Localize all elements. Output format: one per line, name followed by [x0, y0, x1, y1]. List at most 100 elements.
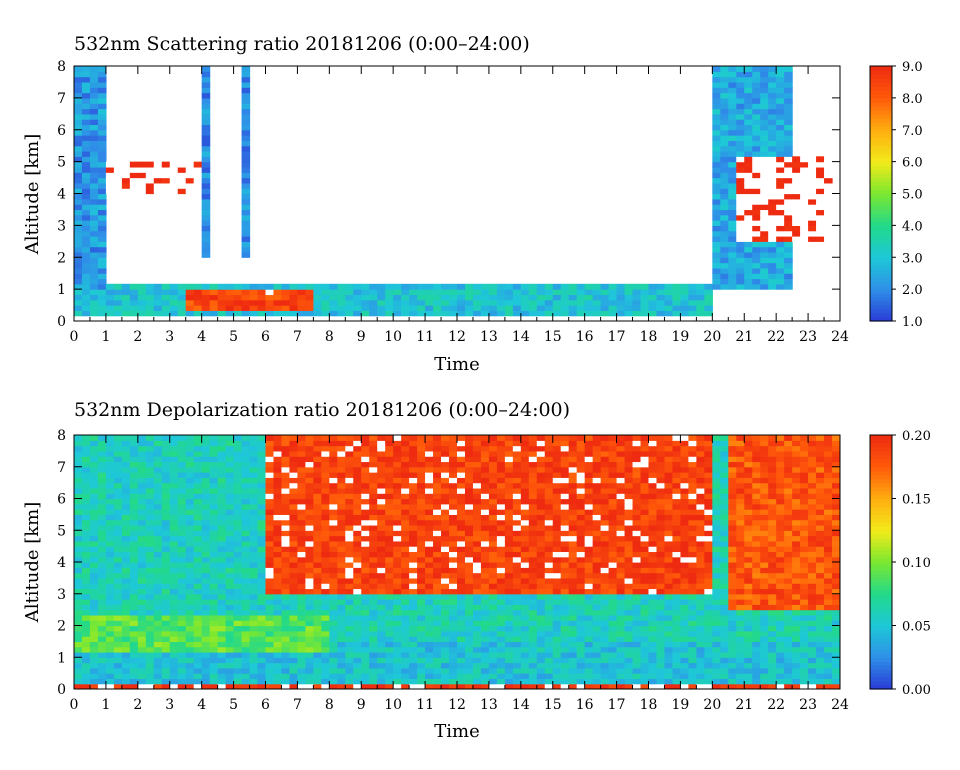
heatmap-cell	[385, 636, 394, 642]
heatmap-cell	[249, 630, 259, 637]
heatmap-cell	[89, 646, 99, 653]
heatmap-cell	[321, 599, 330, 605]
heatmap-cell	[249, 477, 259, 484]
heatmap-cell	[313, 503, 322, 510]
heatmap-cell	[321, 678, 330, 685]
heatmap-cell	[241, 567, 251, 574]
heatmap-cell	[488, 599, 498, 605]
heatmap-cell	[265, 514, 275, 521]
heatmap-cell	[409, 482, 418, 489]
heatmap-cell	[792, 161, 801, 168]
heatmap-cell	[472, 487, 482, 494]
heatmap-cell	[512, 503, 522, 510]
heatmap-cell	[488, 625, 498, 632]
heatmap-cell	[89, 435, 99, 441]
heatmap-cell	[520, 667, 530, 674]
heatmap-cell	[560, 604, 570, 611]
colorbar-swatch	[870, 173, 892, 179]
heatmap-cell	[281, 651, 291, 658]
heatmap-cell	[337, 620, 346, 627]
heatmap-cell	[305, 530, 314, 537]
heatmap-cell	[97, 87, 107, 94]
heatmap-cell	[129, 472, 139, 478]
heatmap-cell	[409, 294, 418, 301]
heatmap-cell	[433, 535, 442, 542]
heatmap-cell	[313, 477, 322, 484]
heatmap-cell	[600, 567, 610, 574]
heatmap-cell	[441, 472, 450, 478]
heatmap-cell	[161, 482, 171, 489]
heatmap-cell	[201, 289, 211, 296]
heatmap-cell	[728, 156, 737, 163]
heatmap-cell	[265, 572, 275, 579]
heatmap-cell	[121, 487, 131, 494]
heatmap-cell	[225, 294, 235, 301]
heatmap-cell	[824, 225, 833, 232]
heatmap-cell	[472, 636, 482, 642]
heatmap-cell	[552, 641, 562, 648]
heatmap-cell	[720, 76, 729, 83]
heatmap-cell	[544, 540, 554, 547]
heatmap-cell	[600, 289, 610, 296]
heatmap-cell	[89, 198, 99, 205]
heatmap-cell	[632, 636, 642, 642]
heatmap-cell	[257, 673, 267, 680]
heatmap-cell	[121, 683, 131, 689]
heatmap-cell	[305, 599, 314, 605]
heatmap-cell	[457, 583, 466, 590]
heatmap-cell	[161, 445, 171, 452]
heatmap-cell	[121, 182, 131, 189]
heatmap-cell	[608, 556, 618, 563]
heatmap-cell	[193, 651, 203, 658]
heatmap-cell	[369, 572, 378, 579]
heatmap-cell	[417, 625, 426, 632]
heatmap-cell	[417, 477, 426, 484]
heatmap-cell	[353, 620, 362, 627]
heatmap-cell	[449, 572, 458, 579]
heatmap-cell	[393, 305, 402, 311]
heatmap-cell	[145, 188, 155, 195]
chart-title: 532nm Scattering ratio 20181206 (0:00–24…	[74, 33, 530, 55]
heatmap-cell	[616, 294, 626, 301]
heatmap-cell	[760, 151, 769, 157]
heatmap-cell	[81, 246, 91, 253]
heatmap-cell	[361, 572, 370, 579]
heatmap-cell	[241, 614, 251, 621]
heatmap-cell	[736, 267, 745, 274]
heatmap-cell	[129, 562, 139, 568]
heatmap-cell	[289, 577, 299, 584]
heatmap-cell	[121, 172, 131, 179]
heatmap-cell	[608, 482, 618, 489]
heatmap-cell	[760, 81, 769, 88]
heatmap-cell	[536, 683, 546, 689]
heatmap-cell	[241, 76, 251, 83]
heatmap-cell	[536, 519, 546, 526]
heatmap-cell	[289, 625, 299, 632]
heatmap-cell	[600, 609, 610, 616]
heatmap-cell	[217, 673, 227, 680]
heatmap-cell	[329, 593, 338, 600]
heatmap-cell	[560, 556, 570, 563]
heatmap-cell	[576, 482, 586, 489]
chart-title: 532nm Depolarization ratio 20181206 (0:0…	[74, 399, 570, 421]
heatmap-cell	[656, 294, 666, 301]
heatmap-cell	[113, 593, 123, 600]
heatmap-cell	[329, 503, 338, 510]
heatmap-cell	[337, 524, 346, 531]
heatmap-cell	[696, 310, 705, 317]
heatmap-cell	[401, 630, 410, 637]
heatmap-cell	[752, 188, 761, 195]
heatmap-cell	[640, 305, 650, 311]
heatmap-cell	[600, 678, 610, 685]
heatmap-cell	[401, 498, 410, 505]
heatmap-cell	[457, 646, 466, 653]
heatmap-cell	[185, 310, 195, 317]
heatmap-cell	[449, 493, 458, 500]
heatmap-cell	[768, 262, 777, 269]
heatmap-cell	[417, 583, 426, 590]
heatmap-cell	[321, 472, 330, 478]
heatmap-cell	[305, 667, 314, 674]
colorbar-swatch	[870, 313, 892, 318]
heatmap-cell	[217, 614, 227, 621]
heatmap-cell	[113, 556, 123, 563]
